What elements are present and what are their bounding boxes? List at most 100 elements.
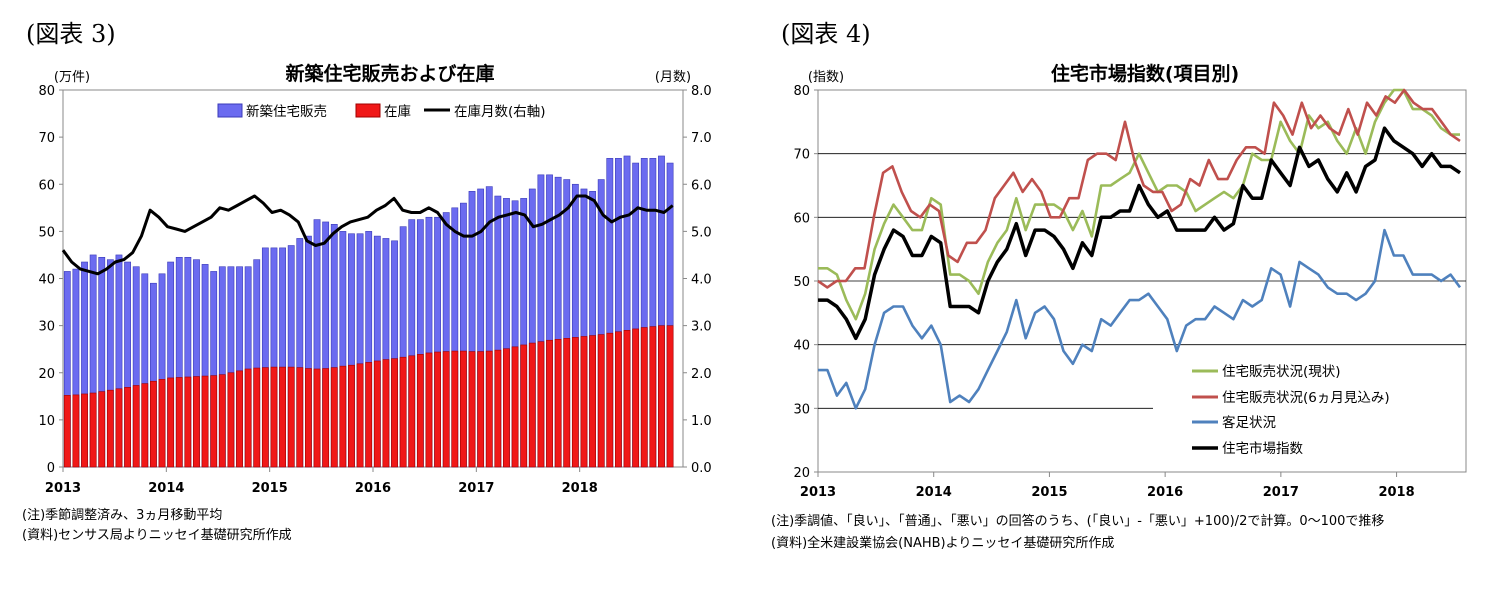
inventory-bar: [322, 368, 330, 468]
figure-3-label: (図表 3): [26, 20, 116, 48]
inventory-bar: [615, 331, 622, 468]
inventory-bar: [632, 328, 640, 468]
inventory-bar: [408, 355, 416, 468]
inventory-bar: [468, 351, 476, 468]
left-xtick-label: 2017: [458, 481, 494, 496]
inventory-bar: [81, 393, 88, 468]
inventory-bar: [227, 372, 235, 468]
legend-label-traffic: 客足状況: [1222, 414, 1276, 431]
index-ytick-label: 70: [793, 148, 810, 163]
inventory-bar: [261, 367, 269, 468]
inventory-bar: [571, 337, 579, 468]
inventory-bar: [201, 375, 209, 468]
index-ytick-label: 50: [793, 275, 810, 290]
inventory-bar: [528, 342, 536, 468]
inventory-bar: [485, 350, 493, 468]
inventory-bar: [563, 338, 571, 468]
right-ylabel: (月数): [655, 70, 691, 85]
inventory-bar: [416, 354, 424, 468]
inventory-bar: [72, 394, 80, 468]
inventory-bar: [597, 334, 605, 468]
current-sales-line: [818, 88, 1460, 321]
months-supply-line: [61, 194, 674, 276]
inventory-bar: [98, 391, 106, 468]
market-index-line: [818, 126, 1461, 341]
inventory-bar: [666, 325, 674, 468]
right-ytick-label: 6.0: [691, 178, 712, 193]
right-ytick-label: 8.0: [691, 84, 712, 99]
inventory-bar: [589, 335, 596, 468]
inventory-bar: [442, 351, 450, 468]
legend-swatch-sales: [217, 103, 243, 118]
right-note-2: (資料)全米建設業協会(NAHB)よりニッセイ基礎研究所作成: [771, 536, 1115, 551]
inventory-bar: [193, 376, 200, 468]
inventory-bar: [132, 385, 140, 468]
left-ytick-label: 70: [38, 131, 55, 146]
legend-label-outlook: 住宅販売状況(6ヵ月見込み): [1222, 390, 1390, 406]
right-chart-title: 住宅市場指数(項目別): [1051, 62, 1239, 85]
inventory-bar: [158, 379, 166, 468]
index-xtick-label: 2017: [1263, 485, 1299, 500]
index-ytick-label: 30: [793, 402, 810, 417]
right-ytick-label: 7.0: [691, 131, 712, 146]
inventory-bar: [141, 383, 149, 468]
index-ytick-label: 20: [793, 466, 810, 481]
left-ytick-label: 40: [38, 273, 55, 288]
inventory-bar: [623, 330, 631, 468]
left-ytick-label: 0: [47, 461, 55, 476]
index-ytick-label: 40: [793, 339, 810, 354]
left-ylabel: (万件): [54, 70, 90, 85]
inventory-bar: [477, 351, 485, 468]
right-ytick-label: 4.0: [691, 273, 712, 288]
left-ytick-label: 30: [38, 320, 55, 335]
inventory-bar: [434, 351, 441, 468]
inventory-bar: [494, 349, 502, 468]
inventory-bar: [640, 327, 648, 468]
inventory-bar: [124, 387, 131, 468]
right-ytick-label: 2.0: [691, 367, 712, 382]
inventory-bar: [296, 367, 304, 468]
left-xtick-label: 2013: [45, 481, 81, 496]
inventory-bar: [425, 352, 433, 468]
inventory-bar: [305, 368, 312, 468]
index-xtick-label: 2018: [1378, 485, 1414, 500]
left-note-2: (資料)センサス局よりニッセイ基礎研究所作成: [22, 528, 292, 543]
inventory-bar: [339, 365, 347, 468]
inventory-bar: [279, 366, 286, 468]
right-ytick-label: 3.0: [691, 320, 712, 335]
inventory-bar: [649, 326, 657, 468]
legend-swatch-inventory: [355, 103, 381, 118]
legend-label-current: 住宅販売状況(現状): [1222, 364, 1341, 380]
inventory-bar: [373, 360, 381, 468]
left-xtick-label: 2014: [148, 481, 184, 496]
inventory-bar: [236, 370, 243, 468]
inventory-bar: [382, 359, 390, 468]
inventory-bar: [115, 388, 123, 468]
inventory-bar: [210, 375, 218, 468]
left-xtick-label: 2018: [562, 481, 598, 496]
inventory-bar: [546, 339, 553, 468]
sales-outlook-line: [817, 88, 1461, 289]
left-xtick-label: 2016: [355, 481, 391, 496]
inventory-bar: [391, 358, 398, 468]
index-ylabel: (指数): [808, 70, 844, 85]
index-xtick-label: 2014: [916, 485, 952, 500]
legend-label-index: 住宅市場指数: [1222, 440, 1303, 457]
inventory-bar: [511, 346, 519, 468]
inventory-bar: [451, 350, 459, 468]
left-ytick-label: 50: [38, 225, 55, 240]
index-xtick-label: 2015: [1031, 485, 1067, 500]
inventory-bar: [554, 338, 562, 468]
inventory-bar: [175, 377, 183, 468]
inventory-bar: [287, 366, 295, 468]
left-ytick-label: 20: [38, 367, 55, 382]
left-note-1: (注)季節調整済み、3ヵ月移動平均: [22, 508, 223, 523]
inventory-bar: [580, 336, 588, 468]
inventory-bar: [365, 362, 373, 468]
left-xtick-label: 2015: [252, 481, 288, 496]
inventory-bar: [244, 368, 252, 468]
inventory-bar: [399, 356, 407, 468]
legend-label-inventory: 在庫: [384, 104, 411, 120]
